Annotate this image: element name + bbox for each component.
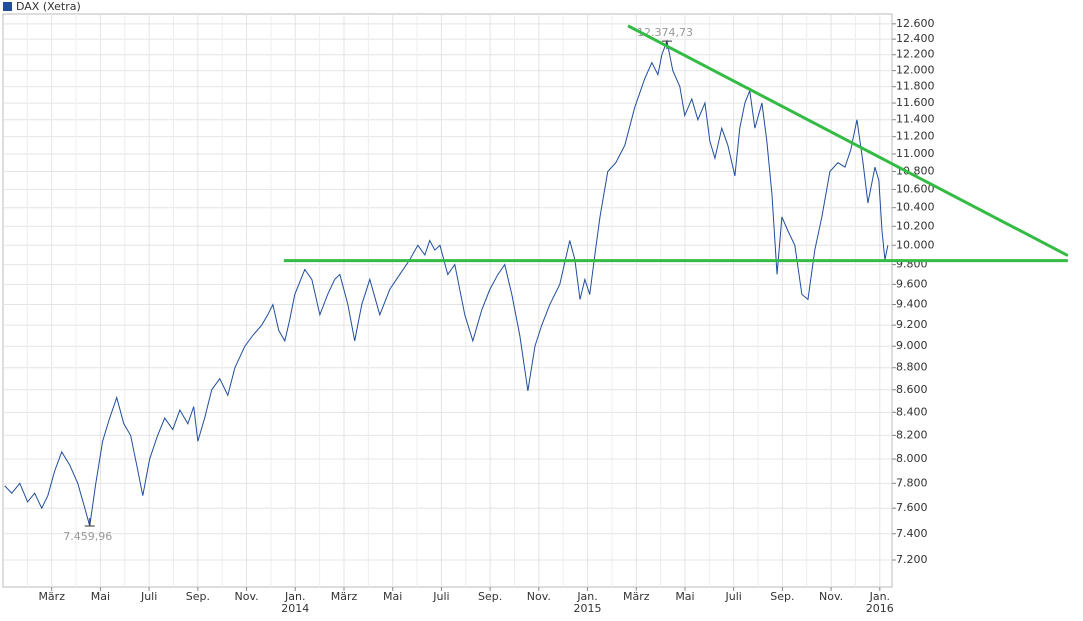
x-tick-label: März: [38, 590, 65, 603]
y-tick-label: 9.000: [896, 339, 928, 352]
y-tick-label: 7.200: [896, 553, 928, 566]
y-tick-label: 11.400: [896, 113, 935, 126]
x-tick-label: Nov.: [819, 590, 843, 603]
x-tick-label: März: [331, 590, 358, 603]
extreme-label: 7.459,96: [63, 530, 112, 543]
x-tick-label: Jan.: [284, 590, 305, 603]
y-tick-label: 9.600: [896, 277, 928, 290]
x-tick-label: Jan.: [869, 590, 890, 603]
y-tick-label: 8.400: [896, 405, 928, 418]
y-tick-label: 7.600: [896, 501, 928, 514]
x-tick-label: März: [623, 590, 650, 603]
x-year-label: 2016: [866, 602, 894, 615]
y-tick-label: 11.200: [896, 130, 935, 143]
x-year-label: 2014: [281, 602, 309, 615]
y-tick-label: 8.600: [896, 383, 928, 396]
y-tick-label: 12.000: [896, 64, 935, 77]
y-tick-label: 9.200: [896, 318, 928, 331]
x-tick-label: Mai: [91, 590, 110, 603]
plot-area: [2, 13, 893, 588]
legend-swatch: [3, 2, 12, 11]
price-line: [4, 39, 889, 527]
y-tick-label: 7.800: [896, 476, 928, 489]
x-tick-label: Sep.: [186, 590, 210, 603]
x-tick-label: Jan.: [576, 590, 597, 603]
y-tick-label: 10.000: [896, 238, 935, 251]
y-tick-label: 10.400: [896, 201, 935, 214]
y-tick-label: 11.600: [896, 96, 935, 109]
y-tick-label: 12.600: [896, 17, 935, 30]
x-year-label: 2015: [574, 602, 602, 615]
extreme-label: 12.374,73: [637, 26, 693, 39]
y-tick-label: 11.800: [896, 80, 935, 93]
y-tick-label: 12.400: [896, 32, 935, 45]
y-tick-label: 10.600: [896, 182, 935, 195]
x-tick-label: Nov.: [234, 590, 258, 603]
legend-label: DAX (Xetra): [16, 0, 81, 13]
x-tick-label: Juli: [140, 590, 157, 603]
x-tick-label: Juli: [432, 590, 449, 603]
y-tick-label: 8.800: [896, 361, 928, 374]
y-tick-label: 9.400: [896, 298, 928, 311]
y-tick-label: 11.000: [896, 147, 935, 160]
y-tick-label: 10.800: [896, 165, 935, 178]
x-tick-label: Sep.: [478, 590, 502, 603]
trend-line: [627, 24, 1069, 257]
x-tick-label: Sep.: [770, 590, 794, 603]
y-tick-label: 8.200: [896, 428, 928, 441]
x-tick-label: Juli: [725, 590, 742, 603]
y-tick-label: 10.200: [896, 219, 935, 232]
y-tick-label: 7.400: [896, 527, 928, 540]
y-tick-label: 8.000: [896, 452, 928, 465]
x-tick-label: Mai: [675, 590, 694, 603]
x-tick-label: Nov.: [527, 590, 551, 603]
y-tick-label: 12.200: [896, 48, 935, 61]
x-tick-label: Mai: [383, 590, 402, 603]
